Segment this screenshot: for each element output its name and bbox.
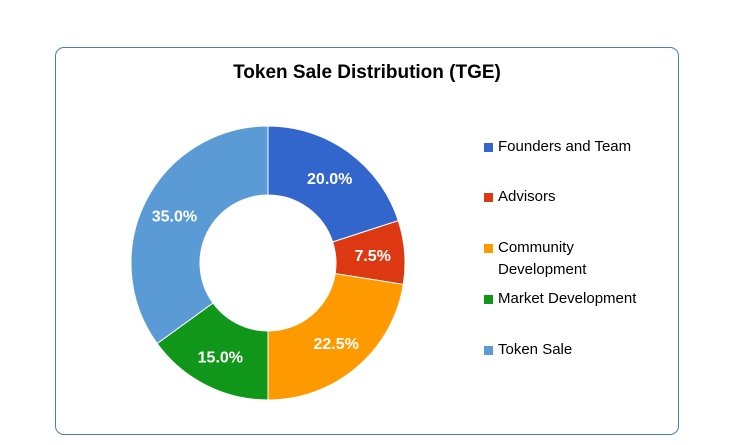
- legend-item-founders-and-team: Founders and Team: [484, 136, 684, 158]
- legend-label: Advisors: [498, 188, 556, 205]
- data-label: 15.0%: [198, 350, 243, 367]
- donut-slice-community-development: [267, 273, 404, 401]
- legend-swatch: [484, 346, 493, 355]
- legend-label: Community Development: [498, 239, 587, 278]
- slices-group: [130, 125, 406, 401]
- data-label: 35.0%: [152, 208, 197, 225]
- donut-slice-founders-and-team: [267, 125, 399, 243]
- data-label: 20.0%: [307, 171, 352, 188]
- data-label: 22.5%: [314, 336, 359, 353]
- legend-label: Token Sale: [498, 341, 573, 358]
- donut-slice-token-sale: [130, 125, 269, 345]
- legend-label: Market Development: [498, 290, 637, 307]
- legend-swatch: [484, 244, 493, 253]
- legend-item-market-development: Market Development: [484, 288, 684, 310]
- legend-swatch: [484, 295, 493, 304]
- legend-item-advisors: Advisors: [484, 186, 684, 208]
- legend-swatch: [484, 193, 493, 202]
- chart-title: Token Sale Distribution (TGE): [233, 62, 501, 83]
- data-label: 7.5%: [354, 248, 390, 265]
- donut-chart: 20.0% 7.5% 22.5% 15.0% 35.0%: [130, 125, 406, 401]
- legend-item-token-sale: Token Sale: [484, 339, 684, 361]
- legend-swatch: [484, 143, 493, 152]
- chart-card: Token Sale Distribution (TGE) 20.0% 7.5% 2…: [55, 47, 679, 435]
- legend-item-community-development: Community Development: [484, 237, 684, 281]
- labels-group: 20.0% 7.5% 22.5% 15.0% 35.0%: [152, 171, 391, 367]
- legend-label: Founders and Team: [498, 138, 632, 155]
